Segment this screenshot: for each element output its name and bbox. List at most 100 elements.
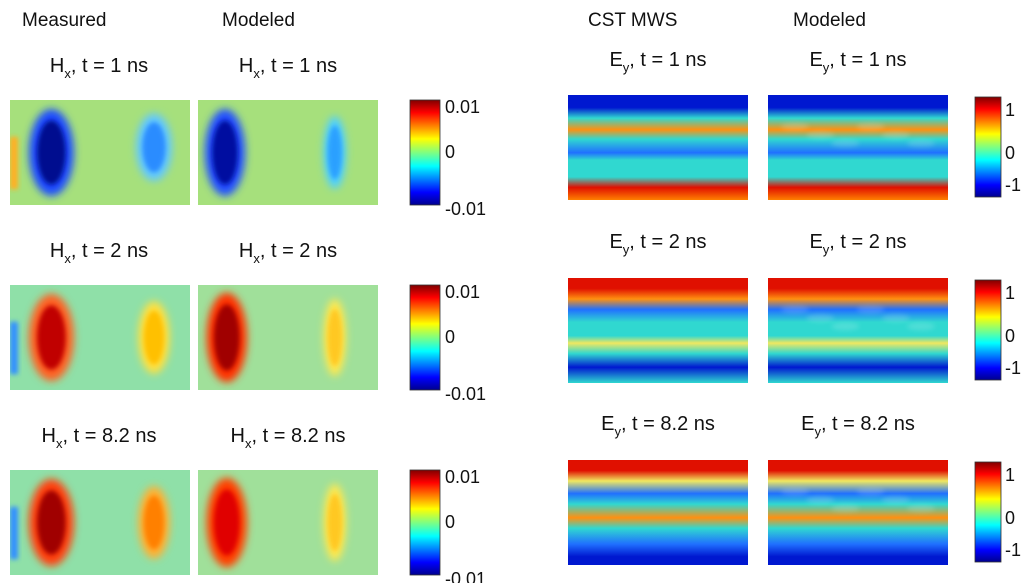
colorbar-label: -1 bbox=[1005, 175, 1021, 195]
map-texture bbox=[781, 305, 809, 314]
colorbar-label: 0 bbox=[445, 142, 455, 162]
time-label: , t = 1 ns bbox=[629, 49, 706, 71]
field-subscript: x bbox=[245, 436, 252, 451]
field-subscript: x bbox=[253, 66, 260, 81]
field-map bbox=[198, 285, 378, 390]
map-texture bbox=[831, 322, 860, 331]
field-symbol: E bbox=[601, 413, 614, 435]
colorbar-label: 0 bbox=[1005, 508, 1015, 528]
panel-title: Ey, t = 2 ns bbox=[609, 231, 706, 257]
field-symbol: H bbox=[239, 55, 253, 77]
field-symbol: E bbox=[809, 231, 822, 253]
field-subscript: y bbox=[623, 242, 630, 257]
map-texture bbox=[806, 130, 835, 139]
panel-title: Hx, t = 8.2 ns bbox=[42, 425, 157, 451]
map-texture bbox=[907, 322, 935, 331]
colorbar-label: 0 bbox=[1005, 326, 1015, 346]
field-subscript: y bbox=[623, 60, 630, 75]
blob-inner bbox=[212, 120, 238, 185]
map-texture bbox=[781, 487, 809, 496]
map-texture bbox=[856, 122, 885, 131]
blob-inner bbox=[143, 310, 165, 365]
field-map bbox=[768, 278, 948, 383]
colorbar bbox=[974, 96, 1002, 198]
blob-inner bbox=[327, 493, 342, 552]
colorbar bbox=[974, 461, 1002, 563]
field-map bbox=[198, 100, 378, 205]
time-label: , t = 8.2 ns bbox=[63, 425, 157, 447]
colorbar-label: -0.01 bbox=[445, 199, 486, 219]
time-label: , t = 2 ns bbox=[260, 240, 337, 262]
time-label: , t = 2 ns bbox=[629, 231, 706, 253]
map-texture bbox=[907, 139, 935, 148]
colorbar-label: 0 bbox=[445, 512, 455, 532]
field-symbol: E bbox=[809, 49, 822, 71]
field-symbol: H bbox=[42, 425, 56, 447]
colorbar-label: 1 bbox=[1005, 283, 1015, 303]
map-edge bbox=[10, 136, 18, 190]
panel-title: Ey, t = 2 ns bbox=[809, 231, 906, 257]
blob-inner bbox=[143, 495, 165, 550]
time-label: , t = 8.2 ns bbox=[621, 413, 715, 435]
panel-title: Hx, t = 1 ns bbox=[50, 55, 148, 81]
time-label: , t = 1 ns bbox=[829, 49, 906, 71]
panel-title: Hx, t = 8.2 ns bbox=[231, 425, 346, 451]
panel-title: Ey, t = 8.2 ns bbox=[801, 413, 915, 439]
blob-inner bbox=[142, 122, 166, 173]
field-symbol: H bbox=[50, 240, 64, 262]
field-map bbox=[568, 278, 748, 383]
colorbar-label: 0.01 bbox=[445, 97, 480, 117]
blob-inner bbox=[213, 304, 240, 371]
panel-title: Hx, t = 1 ns bbox=[239, 55, 337, 81]
panel-title: Hx, t = 2 ns bbox=[50, 240, 148, 266]
map-edge bbox=[10, 506, 18, 560]
map-texture bbox=[881, 495, 910, 504]
field-subscript: x bbox=[64, 251, 71, 266]
colorbar-label: -1 bbox=[1005, 358, 1021, 378]
field-symbol: E bbox=[801, 413, 814, 435]
blob-inner bbox=[213, 489, 240, 556]
blob-inner bbox=[37, 120, 66, 185]
field-map bbox=[568, 460, 748, 565]
panel-title: Hx, t = 2 ns bbox=[239, 240, 337, 266]
field-symbol: E bbox=[609, 49, 622, 71]
colorbar-label: -1 bbox=[1005, 540, 1021, 560]
time-label: , t = 1 ns bbox=[260, 55, 337, 77]
field-subscript: y bbox=[823, 242, 830, 257]
column-header: Modeled bbox=[222, 10, 295, 31]
field-symbol: E bbox=[609, 231, 622, 253]
column-header: CST MWS bbox=[588, 10, 677, 31]
colorbar bbox=[409, 284, 441, 391]
map-texture bbox=[806, 495, 835, 504]
field-map bbox=[10, 100, 190, 205]
time-label: , t = 2 ns bbox=[829, 231, 906, 253]
time-label: , t = 2 ns bbox=[71, 240, 148, 262]
blob-inner bbox=[37, 305, 66, 370]
map-texture bbox=[907, 504, 935, 513]
time-label: , t = 1 ns bbox=[71, 55, 148, 77]
map-texture bbox=[856, 487, 885, 496]
colorbar bbox=[974, 279, 1002, 381]
colorbar bbox=[409, 99, 441, 206]
field-symbol: H bbox=[50, 55, 64, 77]
field-subscript: x bbox=[56, 436, 63, 451]
field-symbol: H bbox=[231, 425, 245, 447]
map-edge bbox=[10, 321, 18, 375]
panel-title: Ey, t = 1 ns bbox=[609, 49, 706, 75]
colorbar-label: -0.01 bbox=[445, 569, 486, 583]
field-map bbox=[768, 460, 948, 565]
map-texture bbox=[856, 305, 885, 314]
field-subscript: x bbox=[64, 66, 71, 81]
colorbar-label: 1 bbox=[1005, 465, 1015, 485]
map-texture bbox=[881, 313, 910, 322]
map-texture bbox=[831, 504, 860, 513]
colorbar-label: 0 bbox=[1005, 143, 1015, 163]
colorbar-label: 1 bbox=[1005, 100, 1015, 120]
map-texture bbox=[806, 313, 835, 322]
field-subscript: y bbox=[814, 424, 821, 439]
field-subscript: x bbox=[253, 251, 260, 266]
colorbar bbox=[409, 469, 441, 576]
map-texture bbox=[881, 130, 910, 139]
map-texture bbox=[781, 122, 809, 131]
